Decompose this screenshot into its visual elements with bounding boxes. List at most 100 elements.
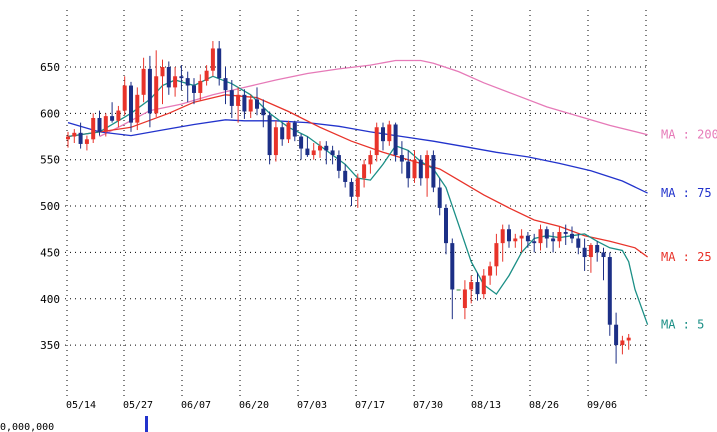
y-tick-label: 450 — [40, 246, 60, 259]
candle-body — [620, 340, 625, 346]
candle — [488, 261, 493, 285]
candle-body — [393, 124, 398, 156]
candle-body — [525, 235, 530, 242]
candle — [66, 131, 70, 148]
candle — [551, 232, 556, 253]
candle-body — [122, 85, 127, 111]
candle — [129, 81, 133, 132]
candle-body — [368, 155, 373, 165]
candle — [267, 111, 272, 165]
candle-body — [582, 247, 587, 258]
candle-body — [532, 241, 537, 244]
candle-body — [494, 243, 499, 267]
candle — [425, 150, 430, 197]
candle-body — [311, 150, 316, 156]
candle-body — [336, 155, 341, 171]
candle — [374, 122, 379, 162]
candle-body — [607, 257, 612, 325]
candle — [532, 233, 537, 253]
x-tick-label: 07/30 — [413, 400, 443, 411]
candle — [242, 89, 247, 119]
x-tick-label: 09/06 — [587, 400, 617, 411]
ma200-line — [99, 59, 648, 138]
candle-body — [84, 139, 89, 144]
candle-body — [513, 238, 518, 242]
candle — [544, 226, 549, 248]
x-axis-ticks: 05/14 05/27 06/07 06/20 07/03 07/17 07/30 08/13… — [66, 400, 617, 411]
candle-body — [91, 117, 96, 140]
candle — [406, 150, 411, 188]
candle-body — [141, 68, 146, 95]
candle-body — [355, 178, 360, 197]
candle-body — [381, 127, 385, 142]
candle-body — [273, 127, 278, 156]
candle — [122, 76, 127, 116]
candle-body — [179, 76, 184, 79]
candle — [431, 150, 436, 193]
candle-body — [210, 48, 215, 71]
candle-body — [292, 122, 297, 137]
candle-body — [236, 94, 241, 106]
ma25-label: MA : 25 — [661, 250, 712, 264]
candle-body — [299, 136, 304, 149]
candle — [588, 243, 593, 273]
candle-body — [330, 150, 335, 156]
candle — [210, 41, 215, 77]
candle-body — [614, 324, 619, 346]
candle — [173, 67, 178, 97]
candle-body — [223, 78, 228, 91]
candle-body — [437, 187, 442, 208]
candle — [570, 226, 574, 244]
candle — [513, 233, 518, 248]
candle — [475, 272, 480, 301]
candle-body — [387, 124, 392, 142]
candle — [343, 164, 348, 188]
candle-body — [286, 122, 291, 140]
candle — [72, 129, 77, 144]
candle — [91, 113, 96, 144]
candle — [393, 122, 398, 162]
candle-body — [255, 99, 259, 109]
candle-body — [538, 229, 543, 244]
ma75-line — [67, 119, 648, 194]
candle — [462, 280, 467, 320]
volume-bar — [145, 416, 148, 432]
ma75-label: MA : 75 — [661, 186, 712, 200]
candle-body — [97, 117, 102, 132]
candle — [116, 105, 121, 128]
candle — [311, 143, 316, 160]
candle-body — [418, 159, 423, 179]
candle-body — [576, 238, 581, 248]
candle — [620, 335, 625, 355]
candle — [292, 120, 297, 142]
candle-body — [78, 132, 83, 144]
candle — [229, 79, 234, 118]
candle-body — [217, 48, 222, 79]
candle-body — [551, 238, 556, 242]
candle-body — [431, 155, 436, 188]
ma-labels: MA : 200 MA : 75 MA : 25 MA : 5 — [661, 128, 717, 332]
candle-body — [412, 159, 417, 179]
candle — [166, 61, 171, 95]
candle — [273, 120, 278, 162]
candle — [236, 87, 241, 123]
volume-area: 0,000,000 — [0, 416, 148, 432]
x-tick-label: 05/14 — [66, 400, 96, 411]
candle — [444, 204, 448, 255]
candle — [519, 229, 524, 253]
candle-body — [110, 116, 115, 121]
candle-body — [135, 94, 140, 123]
candle-body — [267, 115, 272, 156]
candle-body — [456, 289, 461, 291]
candle — [500, 224, 505, 262]
candle — [255, 87, 259, 116]
candle-body — [519, 235, 524, 239]
candle-body — [362, 164, 367, 179]
candle-body — [147, 68, 152, 114]
candle-body — [544, 229, 549, 239]
candle-body — [374, 127, 379, 156]
candle — [110, 102, 115, 123]
candle-body — [563, 232, 568, 234]
candle-body — [173, 76, 178, 88]
candle — [192, 78, 196, 105]
